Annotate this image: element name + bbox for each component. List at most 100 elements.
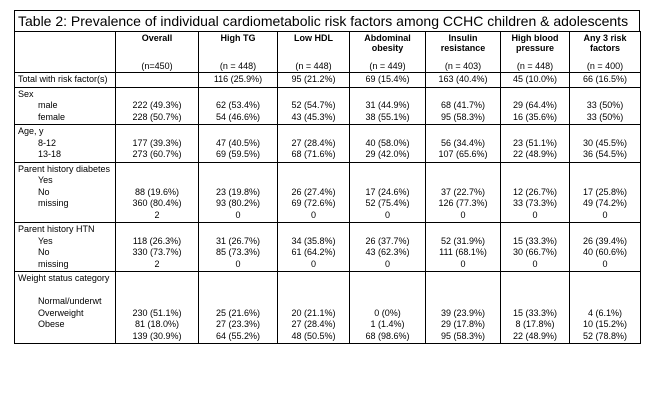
spacer bbox=[119, 89, 195, 101]
column-n: (n = 448) bbox=[219, 61, 257, 71]
cell-value: 27 (23.3%) bbox=[215, 319, 261, 329]
data-cell: 118 (26.3%) 330 (73.7%) 2 bbox=[115, 222, 199, 272]
row-label: Yes bbox=[38, 235, 53, 246]
spacer bbox=[353, 285, 422, 297]
cell-value: 163 (40.4%) bbox=[438, 74, 488, 84]
cell-value: 29 (64.4%) bbox=[512, 100, 558, 110]
data-cell: 88 (19.6%) 360 (80.4%) 2 bbox=[115, 161, 199, 223]
cell-value: 26 (39.4%) bbox=[582, 235, 628, 246]
cell-value: 15 (33.3%) bbox=[512, 235, 558, 246]
cell-value: 88 (19.6%) bbox=[134, 186, 180, 197]
cell-value: 116 (25.9%) bbox=[213, 74, 263, 84]
spacer bbox=[504, 296, 566, 308]
spacer bbox=[281, 273, 346, 285]
row-label: No bbox=[38, 247, 50, 257]
spacer bbox=[353, 273, 422, 285]
cell-value: 40 (60.6%) bbox=[582, 247, 628, 257]
header-box: High TG (n = 448) bbox=[202, 33, 274, 71]
column-n: (n=450) bbox=[141, 61, 173, 71]
cell-value: 95 (58.3%) bbox=[440, 330, 486, 341]
header-box: Overall (n=450) bbox=[119, 33, 195, 71]
group-heading: Parent history HTN bbox=[18, 224, 95, 234]
spacer bbox=[202, 285, 274, 297]
row-label: 8-12 bbox=[38, 137, 57, 148]
spacer bbox=[429, 296, 497, 308]
column-n: (n = 403) bbox=[444, 61, 482, 71]
spacer bbox=[429, 224, 497, 236]
data-cell: 30 (45.5%) 36 (54.5%) bbox=[569, 124, 641, 163]
cell-value: 30 (66.7%) bbox=[512, 247, 558, 257]
group-heading: Parent history diabetes bbox=[18, 163, 111, 174]
row-label: Total with risk factor(s) bbox=[18, 74, 108, 84]
data-cell: 95 (21.2%) bbox=[277, 72, 350, 88]
group-heading: Age, y bbox=[18, 126, 44, 136]
cell-value: 2 bbox=[154, 209, 160, 220]
cell-value: 230 (51.1%) bbox=[132, 307, 182, 318]
data-cell: 15 (33.3%) 30 (66.7%) 0 bbox=[500, 222, 570, 272]
label-cell: Total with risk factor(s) bbox=[14, 72, 116, 88]
column-n: (n = 448) bbox=[295, 61, 332, 71]
row-label: No bbox=[38, 186, 50, 197]
cell-value: 16 (35.6%) bbox=[512, 111, 558, 122]
cell-value: 222 (49.3%) bbox=[132, 100, 182, 110]
spacer bbox=[281, 296, 346, 308]
data-cell: 12 (26.7%) 33 (73.3%) 0 bbox=[500, 161, 570, 223]
cell-value: 81 (18.0%) bbox=[134, 319, 180, 329]
data-cell: 4 (6.1%) 10 (15.2%) 52 (78.8%) bbox=[569, 271, 641, 344]
cell-value: 17 (25.8%) bbox=[582, 186, 628, 197]
data-cell: 230 (51.1%) 81 (18.0%) 139 (30.9%) bbox=[115, 271, 199, 344]
spacer bbox=[119, 224, 195, 236]
cell-value: 34 (35.8%) bbox=[291, 235, 336, 246]
column-name: Insulin resistance bbox=[440, 33, 486, 53]
spacer bbox=[429, 164, 497, 176]
cell-value: 33 (73.3%) bbox=[512, 198, 558, 208]
header-cell: Overall (n=450) bbox=[115, 31, 199, 73]
cell-value: 68 (71.6%) bbox=[291, 149, 336, 159]
cell-value: 126 (77.3%) bbox=[438, 198, 488, 208]
cell-value: 0 bbox=[532, 258, 538, 269]
table: Overall (n=450) High TG (n = 448) Low HDL (n … bbox=[14, 31, 641, 344]
group-row: Weight status category Normal/underwt Over… bbox=[14, 271, 641, 344]
cell-value: 111 (68.1%) bbox=[439, 247, 487, 257]
row-label: missing bbox=[38, 198, 69, 208]
row-label: Obese bbox=[38, 319, 65, 329]
row-label: missing bbox=[38, 258, 69, 269]
spacer bbox=[281, 175, 346, 187]
cell-value: 69 (72.6%) bbox=[291, 198, 336, 208]
column-name: Low HDL bbox=[294, 33, 333, 43]
cell-value: 95 (21.2%) bbox=[291, 74, 336, 84]
spacer bbox=[573, 164, 637, 176]
cell-value: 0 (0%) bbox=[374, 307, 401, 318]
cell-value: 36 (54.5%) bbox=[582, 149, 628, 159]
header-box: Insulin resistance (n = 403) bbox=[429, 33, 497, 71]
row-label: Overweight bbox=[38, 307, 84, 318]
data-cell: 34 (35.8%) 61 (64.2%) 0 bbox=[277, 222, 350, 272]
header-box: Any 3 risk factors (n = 400) bbox=[573, 33, 637, 71]
cell-value: 0 bbox=[532, 209, 538, 220]
cell-value: 139 (30.9%) bbox=[132, 330, 182, 341]
spacer bbox=[573, 126, 637, 138]
group-heading: Weight status category bbox=[18, 273, 110, 283]
data-cell: 23 (19.8%) 93 (80.2%) 0 bbox=[198, 161, 278, 223]
group-row: Sex male female 222 (49.3%) 228 (50.7%) 62 (5… bbox=[14, 86, 641, 125]
data-cell: 116 (25.9%) bbox=[198, 72, 278, 88]
spacer bbox=[119, 164, 195, 176]
data-cell: 26 (39.4%) 40 (60.6%) 0 bbox=[569, 222, 641, 272]
spacer bbox=[281, 285, 346, 297]
cell-value: 93 (80.2%) bbox=[215, 198, 261, 208]
spacer bbox=[504, 224, 566, 236]
spacer bbox=[202, 273, 274, 285]
group-row: Age, y 8-12 13-18 177 (39.3%) 273 (60.7%) 47 … bbox=[14, 124, 641, 163]
cell-value: 0 bbox=[310, 209, 316, 220]
spacer bbox=[429, 89, 497, 101]
row-label: 13-18 bbox=[38, 149, 62, 159]
spacer bbox=[202, 89, 274, 101]
header-cell: Insulin resistance (n = 403) bbox=[425, 31, 501, 73]
data-cell: 23 (51.1%) 22 (48.9%) bbox=[500, 124, 570, 163]
cell-value: 30 (45.5%) bbox=[582, 137, 628, 148]
cell-value: 0 bbox=[384, 209, 390, 220]
column-name: Overall bbox=[141, 33, 173, 43]
header-cell: Low HDL (n = 448) bbox=[277, 31, 350, 73]
cell-value: 22 (48.9%) bbox=[512, 330, 558, 341]
cell-value: 22 (48.9%) bbox=[512, 149, 558, 159]
